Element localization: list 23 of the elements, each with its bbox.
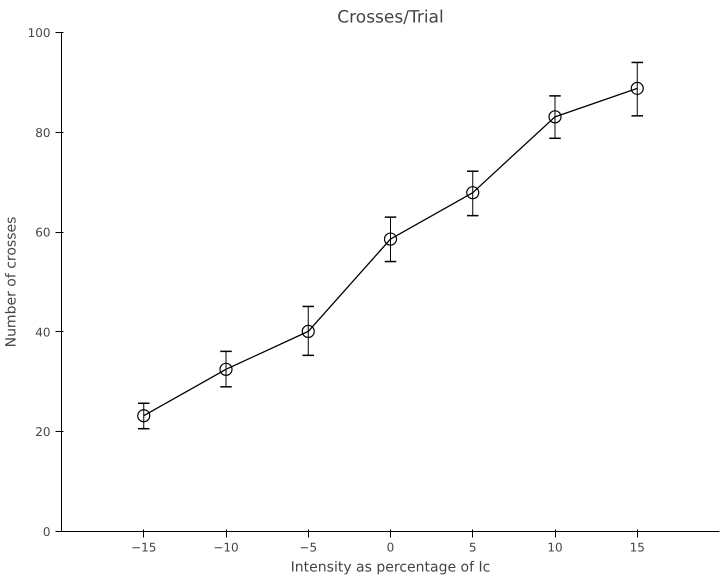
point [219, 362, 233, 376]
x-tick-label: −5 [299, 540, 318, 554]
y-tick-label: 20 [35, 425, 51, 440]
point [466, 186, 480, 200]
point [137, 409, 150, 422]
y-axis-title: Number of crosses [4, 216, 20, 348]
x-tick-label: 15 [630, 540, 645, 554]
x-tick-label: −15 [131, 540, 156, 554]
point [302, 324, 315, 338]
y-tick-label: 40 [35, 325, 51, 340]
y-tick-label: 100 [28, 26, 50, 40]
x-tick-label: 0 [386, 540, 394, 554]
point [384, 232, 398, 246]
x-tick-label: 10 [547, 540, 563, 554]
y-tick-label: 60 [35, 226, 51, 240]
x-tick-label: 5 [468, 540, 477, 554]
x-axis-title: Intensity as percentage of Ic [290, 560, 490, 576]
chart-title: Crosses/Trial [337, 8, 444, 28]
y-tick-label: 80 [35, 126, 51, 140]
x-tick-label: −10 [213, 540, 239, 554]
y-tick-label: 0 [42, 525, 51, 539]
point [630, 82, 644, 95]
point [548, 110, 562, 124]
